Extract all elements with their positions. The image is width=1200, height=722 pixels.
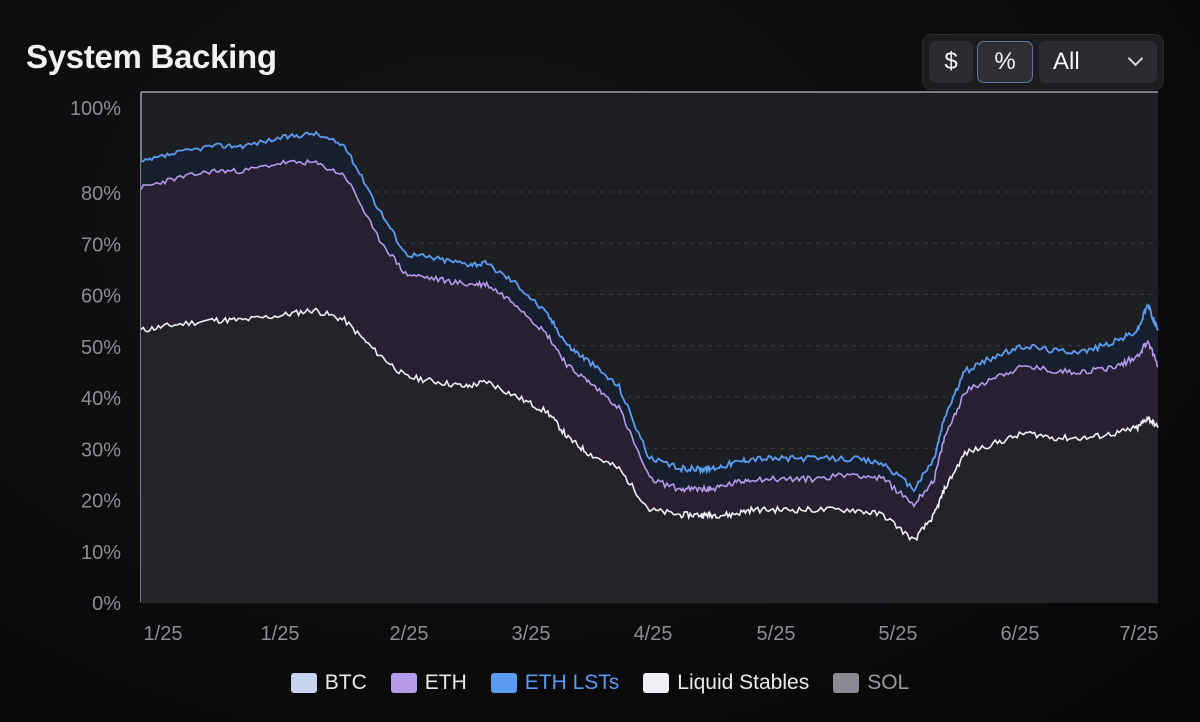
y-tick-label: 10% [81, 542, 121, 564]
area-eth-lsts [141, 132, 1158, 507]
dollar-toggle-button[interactable]: $ [929, 41, 973, 83]
y-tick-label: 20% [81, 491, 121, 513]
legend-swatch [290, 673, 317, 693]
view-controls: $ % All [922, 34, 1164, 90]
y-tick-label: 50% [81, 337, 121, 359]
y-tick-label: 70% [81, 234, 121, 256]
x-tick-label: 6/25 [1001, 623, 1040, 645]
range-select[interactable]: All [1039, 41, 1157, 83]
x-tick-label: 4/25 [634, 623, 673, 645]
line-eth-lsts [140, 130, 1159, 493]
y-tick-label: 60% [81, 286, 121, 308]
legend-item-liquid-stables[interactable]: Liquid Stables [643, 668, 809, 698]
area-liquid-stables [141, 308, 1158, 602]
legend-label: ETH [424, 671, 467, 694]
y-tick-label: 30% [81, 439, 121, 461]
range-select-value: All [1053, 48, 1080, 75]
chart-legend: BTC ETH ETH LSTs Liquid Stables SOL [0, 668, 1200, 698]
legend-swatch [643, 673, 670, 693]
x-tick-label: 3/25 [512, 623, 551, 645]
legend-item-eth-lsts[interactable]: ETH LSTs [490, 668, 620, 698]
line-liquid-stables [140, 307, 1159, 542]
x-tick-label: 2/25 [390, 623, 429, 645]
x-tick-label: 7/25 [1120, 623, 1159, 645]
legend-swatch [833, 673, 860, 693]
line-eth [140, 158, 1159, 509]
x-tick-label: 5/25 [879, 623, 918, 645]
legend-swatch [490, 673, 517, 693]
legend-item-btc[interactable]: BTC [290, 668, 367, 698]
y-tick-label: 40% [81, 388, 121, 410]
legend-label: BTC [324, 671, 367, 694]
percent-toggle-button[interactable]: % [977, 41, 1033, 83]
legend-swatch [390, 673, 417, 693]
x-tick-label: 5/25 [757, 623, 796, 645]
x-tick-label: 1/25 [261, 623, 300, 645]
page-title: System Backing [26, 38, 277, 75]
y-tick-label: 80% [81, 183, 121, 205]
legend-label: SOL [867, 671, 910, 694]
legend-label: Liquid Stables [677, 671, 810, 694]
x-tick-label: 1/25 [144, 623, 183, 645]
legend-item-eth[interactable]: ETH [390, 668, 467, 698]
y-tick-label: 0% [92, 593, 121, 615]
legend-item-sol[interactable]: SOL [833, 668, 909, 698]
legend-label: ETH LSTs [524, 671, 620, 694]
area-eth [141, 160, 1158, 540]
y-tick-label: 100% [70, 98, 121, 120]
